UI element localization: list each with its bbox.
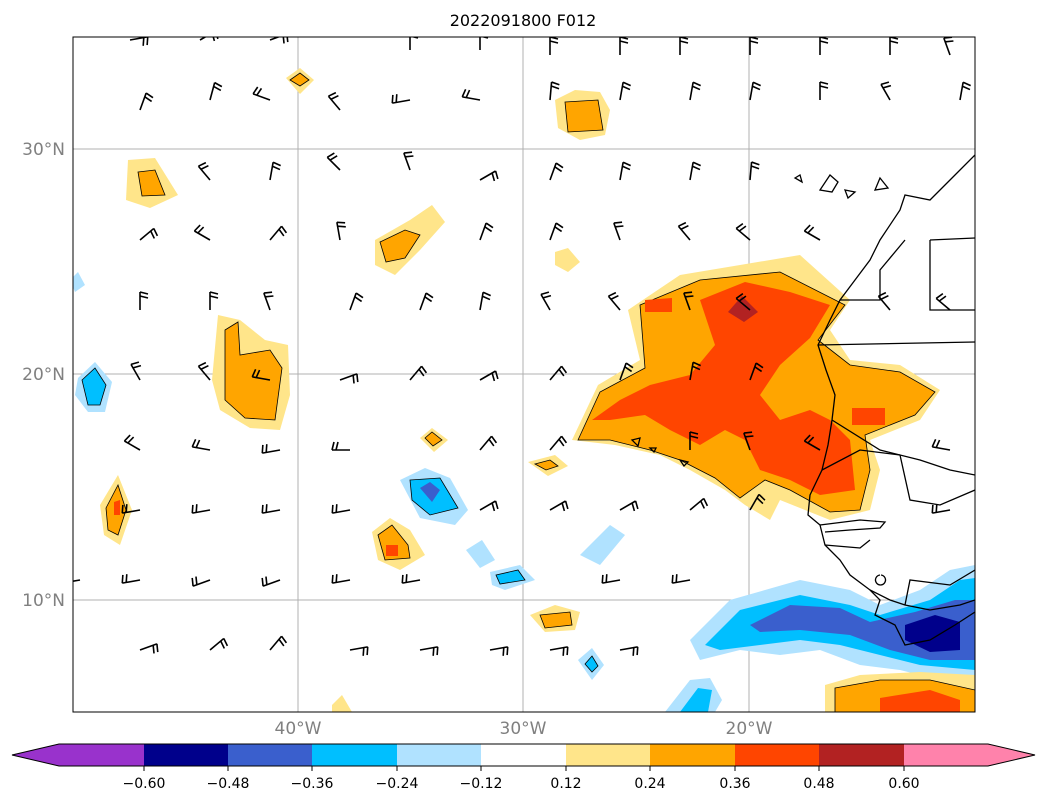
- colorbar-extend-high: [904, 744, 1035, 766]
- colorbar-label: −0.36: [291, 776, 334, 792]
- colorbar-extend-low: [12, 744, 59, 766]
- colorbar-cell-1: [144, 744, 228, 766]
- map-title: 2022091800 F012: [450, 11, 597, 30]
- colorbar-label: −0.60: [123, 776, 166, 792]
- colorbar-label: −0.12: [460, 776, 503, 792]
- colorbar: −0.60 −0.48 −0.36 −0.24 −0.12 0.12 0.24 …: [11, 743, 1036, 792]
- lat-label-20n: 20°N: [22, 365, 65, 385]
- positive-anomaly-blobs: [100, 68, 610, 712]
- coastline: [630, 154, 975, 646]
- colorbar-cell-2: [228, 744, 312, 766]
- colorbar-cell-4: [397, 744, 481, 766]
- negative-anomaly-guinea: [690, 565, 975, 680]
- colorbar-label: −0.48: [207, 776, 250, 792]
- colorbar-label: −0.24: [376, 776, 419, 792]
- colorbar-label: 0.48: [803, 776, 834, 792]
- map-area: [73, 37, 975, 712]
- colorbar-cell-0: [59, 744, 144, 766]
- positive-anomaly-south: [825, 672, 975, 712]
- latitude-labels: 30°N 20°N 10°N: [22, 140, 65, 611]
- colorbar-cell-8: [735, 744, 819, 766]
- negative-anomaly-blobs: [73, 272, 722, 712]
- colorbar-label: 0.24: [634, 776, 665, 792]
- colorbar-cell-6: [566, 744, 650, 766]
- colorbar-cell-9: [819, 744, 904, 766]
- colorbar-cell-3: [312, 744, 397, 766]
- colorbar-label: 0.60: [888, 776, 919, 792]
- map-frame: [72, 36, 976, 713]
- colorbar-cell-7: [650, 744, 735, 766]
- lon-label-30w: 30°W: [500, 719, 547, 739]
- colorbar-cell-5: [481, 744, 566, 766]
- positive-anomaly-main: [572, 255, 940, 520]
- longitude-labels: 40°W 30°W 20°W: [275, 719, 773, 739]
- lat-label-30n: 30°N: [22, 140, 65, 160]
- colorbar-label: 0.36: [719, 776, 750, 792]
- colorbar-label: 0.12: [550, 776, 581, 792]
- lon-label-20w: 20°W: [726, 719, 773, 739]
- lon-label-40w: 40°W: [275, 719, 322, 739]
- lat-label-10n: 10°N: [22, 591, 65, 611]
